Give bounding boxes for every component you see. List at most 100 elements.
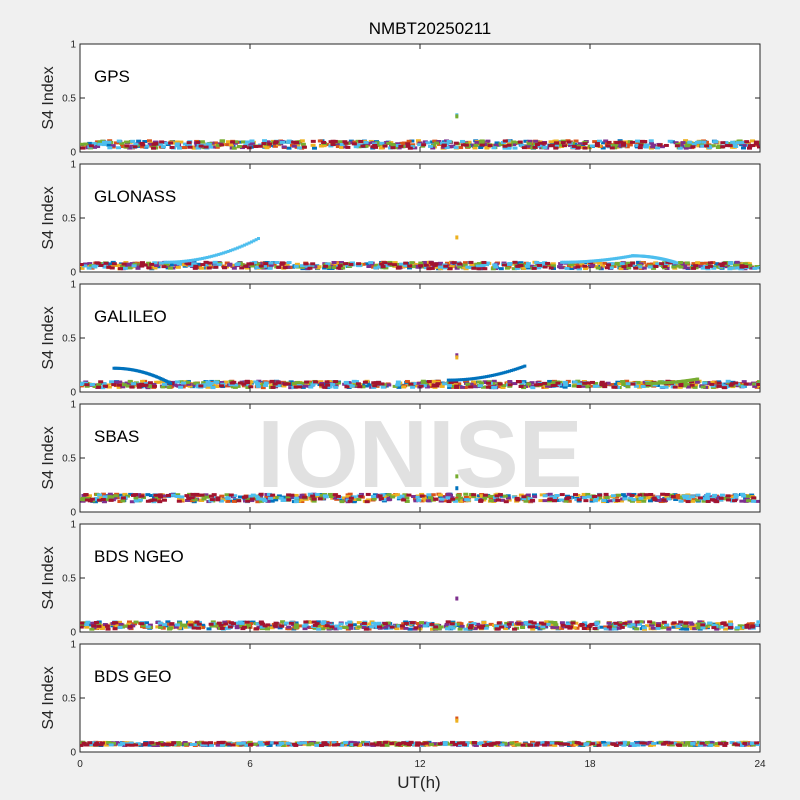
arc-point <box>625 255 629 259</box>
data-point <box>478 499 484 503</box>
data-point <box>318 380 324 384</box>
data-point <box>223 622 229 626</box>
data-point <box>464 498 470 502</box>
data-point <box>249 139 255 143</box>
data-point <box>219 380 225 384</box>
data-point <box>96 624 102 628</box>
data-point <box>136 385 142 389</box>
data-point <box>472 743 478 747</box>
data-point <box>740 385 746 389</box>
data-point <box>231 499 237 503</box>
data-point <box>343 380 349 384</box>
data-point <box>351 500 357 504</box>
data-point <box>625 382 631 386</box>
data-point <box>700 385 706 389</box>
data-point <box>703 497 709 501</box>
data-point <box>648 139 654 143</box>
data-point <box>315 380 321 384</box>
data-point <box>586 146 592 150</box>
data-point <box>463 142 469 146</box>
data-point <box>462 385 468 389</box>
arc-point <box>599 258 603 262</box>
data-point <box>693 264 699 268</box>
data-point <box>158 142 164 146</box>
data-point <box>132 262 138 266</box>
data-point <box>695 626 701 630</box>
data-point <box>740 492 746 496</box>
data-point <box>466 495 472 499</box>
data-point <box>80 743 84 747</box>
data-point <box>243 264 249 268</box>
data-point <box>733 493 739 497</box>
data-point <box>634 620 640 624</box>
data-point <box>249 264 255 268</box>
data-point <box>275 496 281 500</box>
data-point <box>276 265 282 269</box>
data-point <box>754 741 760 745</box>
data-point <box>472 146 478 150</box>
data-point <box>547 741 553 745</box>
arc-point <box>602 258 606 262</box>
data-point <box>373 266 379 270</box>
data-point <box>460 265 466 269</box>
data-point <box>706 263 712 267</box>
data-point <box>395 142 401 146</box>
data-point <box>683 146 689 150</box>
data-point <box>224 143 230 147</box>
data-point <box>349 384 355 388</box>
data-point <box>281 145 287 149</box>
data-point <box>628 496 634 500</box>
data-point <box>118 267 124 271</box>
data-point <box>351 741 357 745</box>
data-point <box>397 496 403 500</box>
arc-point <box>473 376 477 380</box>
data-point <box>679 496 685 500</box>
data-point <box>447 267 453 271</box>
data-point <box>459 139 465 143</box>
data-point <box>449 265 455 269</box>
data-point <box>558 143 564 147</box>
data-point <box>275 383 281 387</box>
data-point <box>89 497 95 501</box>
arc-point <box>579 260 583 264</box>
data-point <box>491 379 497 383</box>
data-point <box>753 142 759 146</box>
data-point <box>399 141 405 145</box>
arc-point <box>205 255 209 259</box>
data-point <box>495 498 501 502</box>
data-point <box>609 143 615 147</box>
data-point <box>401 622 407 626</box>
data-point <box>199 626 205 630</box>
data-point <box>584 742 590 746</box>
data-point <box>87 141 93 145</box>
data-point <box>210 620 216 624</box>
data-point <box>502 139 508 143</box>
data-point <box>386 493 392 497</box>
data-point <box>347 141 353 145</box>
data-point <box>684 494 690 498</box>
data-point <box>411 381 417 385</box>
y-tick-label: 0.5 <box>62 214 76 225</box>
data-point <box>633 384 639 388</box>
data-point <box>573 263 579 267</box>
data-point <box>695 261 701 265</box>
data-point <box>534 622 540 626</box>
data-point <box>347 492 353 496</box>
data-point <box>228 493 234 497</box>
data-point <box>311 620 317 624</box>
data-point <box>391 493 397 497</box>
data-point <box>561 144 567 148</box>
data-point <box>245 385 251 389</box>
data-point <box>714 743 720 747</box>
data-point <box>148 499 154 503</box>
data-point <box>151 500 157 504</box>
data-point <box>135 266 141 270</box>
data-point <box>537 382 543 386</box>
data-point <box>370 742 376 746</box>
data-point <box>534 143 540 147</box>
data-point <box>275 381 281 385</box>
data-point <box>638 143 644 147</box>
data-point <box>471 622 477 626</box>
data-point <box>577 142 583 146</box>
data-point <box>374 143 380 147</box>
